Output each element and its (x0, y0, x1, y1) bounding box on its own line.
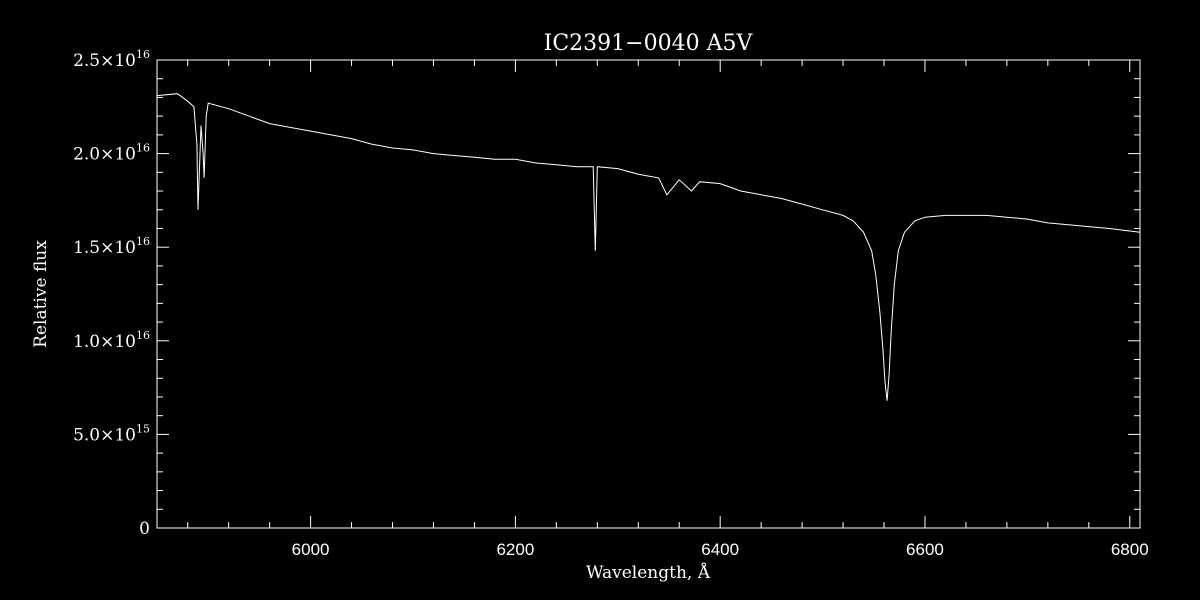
x-tick-label: 6200 (496, 540, 534, 559)
y-tick-label: 2.5×1016 (73, 48, 150, 71)
x-axis-label: Wavelength, Å (586, 562, 711, 583)
plot-frame (156, 59, 1141, 529)
axis-ticks (157, 59, 1140, 529)
y-axis-label: Relative flux (31, 240, 51, 348)
x-tick-label: 6600 (906, 540, 944, 559)
y-tick-label: 0 (139, 519, 150, 539)
x-tick-label: 6400 (701, 540, 739, 559)
x-tick-label: 6800 (1111, 540, 1149, 559)
spectrum-line (156, 93, 1141, 401)
chart-title: IC2391−0040 A5V (544, 31, 754, 56)
y-tick-label: 2.0×1016 (73, 142, 150, 165)
y-tick-label: 5.0×1015 (73, 422, 150, 445)
y-tick-label: 1.0×1016 (73, 329, 150, 352)
tick-labels: 6000 6200 6400 6600 6800 0 5.0×1015 1.0×1016 1.5… (73, 48, 1149, 559)
x-tick-label: 6000 (292, 540, 330, 559)
y-tick-label: 1.5×1016 (73, 235, 150, 258)
